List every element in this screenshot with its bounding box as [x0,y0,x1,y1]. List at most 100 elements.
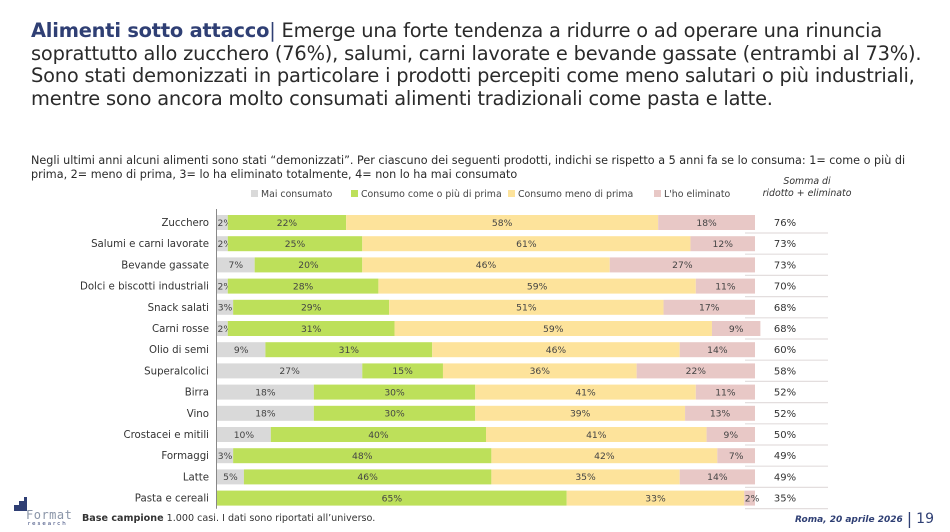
sum-value: 68% [774,324,796,335]
logo-mark-icon [14,497,27,511]
bar-segment-mai_consumato [217,405,314,421]
bar-segment-mai_consumato [217,427,271,442]
bar-segment-come_o_piu [313,384,476,400]
data-label: 11% [715,281,736,292]
data-label: 30% [384,409,405,420]
footer-place-date: Roma, 20 aprile 2026 | 19 [795,509,934,528]
data-label: 33% [645,493,666,504]
category-label: Salumi e carni lavorate [91,239,209,250]
data-label: 9% [724,430,739,441]
bar-segment-come_o_piu [233,448,492,464]
headline: Alimenti sotto attacco| Emerge una forte… [31,19,931,110]
data-label: 59% [543,324,564,335]
bar-segment-mai_consumato [217,278,228,294]
bar-segment-mai_consumato [217,342,266,358]
sum-value: 76% [774,218,796,229]
legend-swatch [351,190,358,197]
category-label: Formaggi [161,451,209,462]
data-label: 5% [223,472,238,483]
data-label: 22% [686,366,707,377]
data-label: 20% [298,260,319,271]
bar-segment-meno_di_prima [491,469,680,485]
headline-text: Emerge una forte tendenza a ridurre o ad… [31,19,922,110]
data-label: 10% [234,430,255,441]
data-label: 27% [672,260,693,271]
sum-header-line2: ridotto + eliminato [762,188,852,199]
bar-segment-eliminato [679,469,755,485]
bar-segment-mai_consumato [217,215,228,230]
bar-segment-meno_di_prima [378,278,696,294]
category-label: Latte [183,472,209,483]
legend-label: Mai consumato [261,189,333,200]
bar-segment-eliminato [706,427,755,442]
bar-segment-mai_consumato [217,363,363,379]
bar-segment-eliminato [690,236,755,252]
place-date: Roma, 20 aprile 2026 [795,515,903,525]
data-label: 65% [382,493,403,504]
bar-segment-meno_di_prima [566,490,745,506]
data-label: 14% [707,345,728,356]
data-label: 36% [530,366,551,377]
sample-base-label: Base campione [82,513,164,524]
data-label: 29% [301,303,322,314]
legend-label: Consumo meno di prima [518,189,634,200]
data-label: 14% [707,472,728,483]
sample-base-note: Base campione 1.000 casi. I dati sono ri… [82,513,375,524]
bar-segment-eliminato [695,278,755,294]
data-label: 12% [713,239,734,250]
legend-swatch [251,190,258,197]
category-label: Superalcolici [144,366,209,377]
format-research-logo: Format research [4,497,76,529]
data-label: 3% [218,451,233,462]
bar-segment-mai_consumato [217,448,234,464]
sum-value: 60% [774,345,796,356]
sum-value: 58% [774,366,796,377]
data-label: 48% [352,451,373,462]
data-label: 46% [546,345,567,356]
data-label: 25% [285,239,306,250]
data-label: 3% [218,303,233,314]
data-label: 41% [575,387,596,398]
bar-segment-eliminato [663,299,755,315]
category-label: Zucchero [161,218,209,229]
sum-value: 49% [774,451,796,462]
legend-item-meno-di-prima: Consumo meno di prima [508,189,633,200]
page-number: 19 [916,511,934,527]
data-label: 18% [696,218,717,229]
data-label: 2% [745,493,760,504]
category-label: Dolci e biscotti industriali [80,282,209,293]
bar-segment-eliminato [609,257,755,273]
bar-segment-come_o_piu [243,469,492,485]
legend-item-mai-consumato: Mai consumato [251,189,332,200]
bar-segment-meno_di_prima [389,299,664,315]
data-label: 31% [301,324,322,335]
sum-value: 70% [774,282,796,293]
sample-base-text: 1.000 casi. I dati sono riportati all’un… [163,513,376,524]
bar-segment-come_o_piu [227,236,363,252]
survey-question: Negli ultimi anni alcuni alimenti sono s… [31,154,906,181]
footer-separator: | [906,509,913,528]
sum-column-header: Somma di ridotto + eliminato [762,176,852,200]
bar-segment-meno_di_prima [362,257,610,273]
bar-segment-come_o_piu [254,257,363,273]
headline-separator: | [269,19,276,42]
category-label: Pasta e cereali [135,494,209,505]
bar-segment-meno_di_prima [486,427,707,442]
legend-label: Consumo come o più di prima [361,189,502,200]
data-label: 7% [229,260,244,271]
legend-swatch [508,190,515,197]
logo-word: Format [26,508,73,522]
bar-segment-eliminato [717,448,755,464]
bar-segment-eliminato [685,405,755,421]
sum-value: 52% [774,388,796,399]
data-label: 22% [277,218,298,229]
bar-segment-come_o_piu [313,405,476,421]
data-label: 42% [594,451,615,462]
category-label: Birra [185,388,209,399]
bar-segment-meno_di_prima [475,405,686,421]
bar-segment-eliminato [636,363,755,379]
data-label: 46% [476,260,497,271]
data-label: 59% [527,281,548,292]
sum-header-line1: Somma di [783,176,831,187]
